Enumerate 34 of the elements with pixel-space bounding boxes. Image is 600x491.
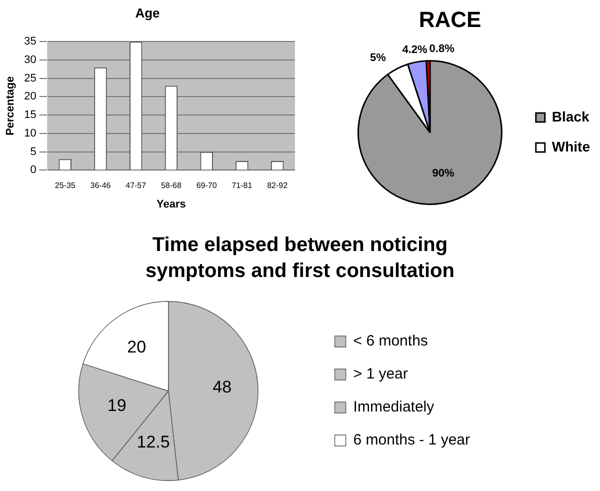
x-tick-label: 47-57 bbox=[126, 181, 147, 190]
data-label: 19 bbox=[107, 396, 126, 416]
legend-label: < 6 months bbox=[353, 332, 428, 350]
data-label: 0.8% bbox=[429, 42, 455, 55]
chart-title: Time elapsed between noticing symptoms and first consultation bbox=[144, 233, 456, 284]
legend-label: Immediately bbox=[353, 398, 435, 416]
chart-title: RACE bbox=[418, 6, 482, 34]
legend-label: > 1 year bbox=[353, 366, 408, 383]
data-label: 48 bbox=[212, 378, 232, 397]
data-label: 12.5 bbox=[136, 432, 170, 452]
legend-label: White bbox=[552, 138, 590, 154]
data-label: 20 bbox=[127, 337, 146, 356]
y-tick-label: 35 bbox=[24, 36, 36, 48]
x-tick-label: 25-35 bbox=[54, 181, 76, 190]
data-label: 90% bbox=[432, 167, 454, 180]
y-tick-label: 10 bbox=[24, 127, 36, 140]
chart-title: Age bbox=[135, 5, 160, 20]
y-tick-label: 15 bbox=[24, 109, 36, 122]
x-tick-label: 71-81 bbox=[232, 181, 253, 190]
x-tick-label: 82-92 bbox=[267, 181, 288, 190]
y-axis-title: Percentage bbox=[4, 76, 17, 136]
y-tick-label: 30 bbox=[24, 54, 36, 66]
data-label: 5% bbox=[370, 52, 386, 64]
y-tick-label: 25 bbox=[24, 72, 36, 84]
y-tick-label: 0 bbox=[30, 164, 36, 176]
x-tick-label: 36-46 bbox=[90, 181, 112, 190]
legend-label: Black bbox=[552, 108, 590, 124]
data-label: 4.2% bbox=[402, 44, 428, 56]
y-tick-label: 5 bbox=[30, 146, 36, 158]
x-axis-title: Years bbox=[156, 198, 186, 210]
x-tick-label: 58-68 bbox=[160, 181, 182, 190]
y-tick-label: 20 bbox=[24, 90, 36, 103]
x-tick-label: 69-70 bbox=[196, 181, 218, 190]
legend-label: 6 months - 1 year bbox=[353, 432, 470, 449]
